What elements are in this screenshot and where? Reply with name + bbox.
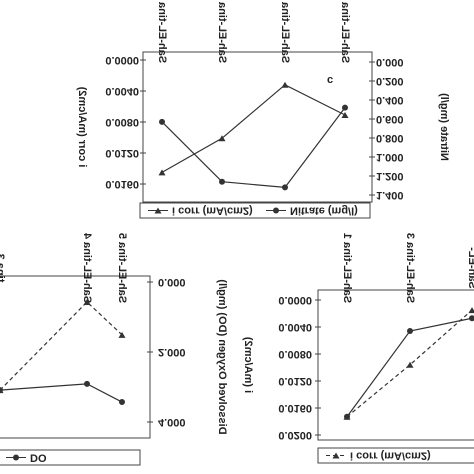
legend-box — [317, 447, 474, 464]
x-tick-label: Sah-EL-tina 4 — [81, 232, 93, 303]
marker — [406, 361, 414, 368]
series-line — [0, 301, 123, 391]
marker — [344, 413, 350, 420]
plot-frame — [0, 275, 151, 439]
series-line — [0, 383, 123, 403]
legend-label: DO — [30, 452, 47, 464]
legend-label: i corr (mA/cm2) — [172, 205, 253, 217]
panel-letter: c — [327, 74, 333, 86]
marker — [118, 331, 126, 338]
marker — [468, 307, 474, 314]
y-tick-label: 0.0200 — [278, 429, 312, 441]
marker — [158, 169, 166, 176]
y-axis-title: i corr (mA/cm2) — [76, 86, 88, 167]
marker — [332, 452, 340, 459]
y-tick-label: 0.0120 — [278, 375, 312, 387]
marker — [341, 112, 349, 119]
legend-label: i corr (mA/cm2) — [350, 450, 431, 462]
y-tick-label: 0.0040 — [278, 321, 312, 333]
legend-box — [0, 449, 141, 466]
y-tick-label: 4.000 — [158, 416, 186, 428]
y2-tick-label: 0.000 — [376, 56, 404, 68]
y2-axis-title: Nitrate (mg/l) — [438, 93, 450, 161]
y-tick-label: 0.0000 — [105, 54, 139, 66]
y-tick-label: 0.0040 — [105, 85, 139, 97]
marker — [13, 454, 19, 461]
x-tick-label: tina 3 — [0, 254, 6, 283]
series-line — [346, 309, 473, 418]
marker — [83, 298, 91, 305]
y2-tick-label: 1.200 — [376, 170, 404, 182]
legend-box — [139, 202, 371, 219]
marker — [273, 207, 279, 214]
y2-tick-label: 0.400 — [376, 94, 404, 106]
y-tick-label: 0.000 — [158, 276, 186, 288]
y-tick-label: 0.0160 — [105, 178, 139, 190]
marker — [84, 380, 90, 387]
marker — [154, 207, 162, 214]
marker — [469, 315, 474, 322]
legend-label: Nitrate (mg/l) — [290, 205, 358, 217]
y-axis-title: Dissolved Oxygen (DO) (mg/l) — [216, 279, 228, 435]
y2-tick-label: 1.000 — [376, 151, 404, 163]
marker — [218, 135, 226, 142]
series-line — [161, 84, 346, 173]
y-tick-label: 2.000 — [158, 346, 186, 358]
x-tick-label: Sah-EL-tina 5 — [339, 0, 351, 63]
marker — [159, 118, 165, 125]
marker — [219, 178, 225, 185]
y-tick-label: 0.0160 — [278, 402, 312, 414]
marker — [342, 104, 348, 111]
series-line — [161, 107, 346, 189]
y2-tick-label: 0.200 — [376, 75, 404, 87]
y2-tick-label: 0.800 — [376, 132, 404, 144]
x-tick-label: Sah-EL-tina 4 — [279, 0, 291, 63]
y-tick-label: 0.0000 — [278, 294, 312, 306]
x-tick-label: Sah-EL- — [466, 247, 474, 289]
x-tick-label: Sah-EL-tina 1 — [156, 0, 168, 63]
marker — [0, 387, 3, 394]
y2-tick-label: 1.400 — [376, 189, 404, 201]
marker — [407, 328, 413, 335]
y-tick-label: 0.0080 — [278, 348, 312, 360]
y-axis-title: i (mA/cm2) — [242, 337, 254, 394]
x-tick-label: Sah-EL-tina 3 — [404, 233, 416, 303]
plot-frame — [317, 289, 474, 441]
marker — [119, 399, 125, 406]
x-tick-label: Sah-EL-tina 3 — [216, 0, 228, 63]
y-tick-label: 0.0080 — [105, 116, 139, 128]
x-tick-label: Sah-EL-tina 1 — [341, 233, 353, 303]
plot-frame — [142, 51, 373, 203]
marker — [281, 81, 289, 88]
marker — [282, 184, 288, 191]
y2-tick-label: 0.600 — [376, 113, 404, 125]
y-tick-label: 0.0120 — [105, 147, 139, 159]
x-tick-label: Sah-EL-tina 5 — [116, 233, 128, 303]
